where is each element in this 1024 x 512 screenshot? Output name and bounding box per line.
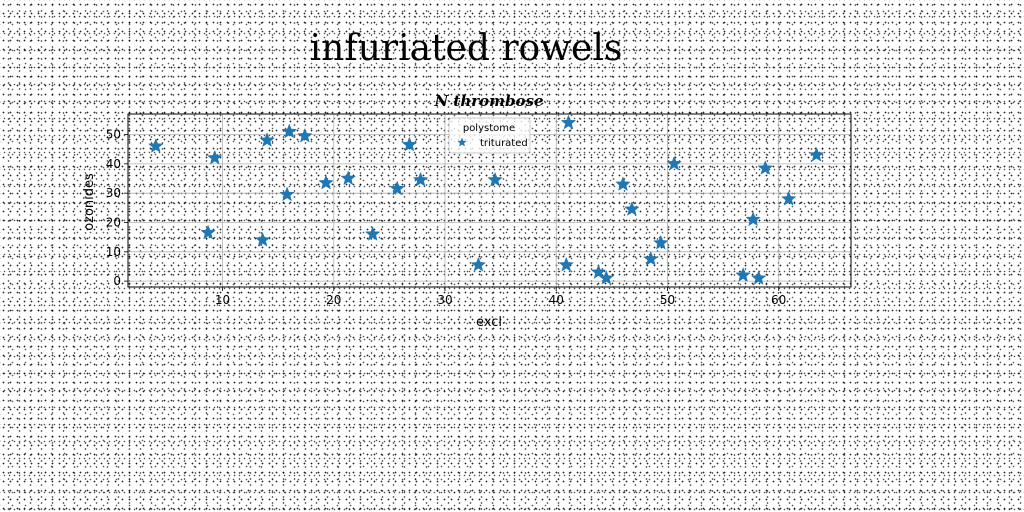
legend-star-icon	[457, 137, 467, 147]
x-tick-label: 50	[660, 293, 675, 307]
data-point-star	[560, 114, 577, 130]
data-point-star	[642, 250, 659, 266]
x-tick-label: 60	[771, 293, 786, 307]
data-point-star	[780, 190, 797, 206]
data-point-star	[666, 155, 682, 171]
data-point-star	[281, 123, 298, 139]
grid-lines	[128, 114, 851, 287]
x-tick-label: 30	[437, 293, 452, 307]
legend-marker-star-icon	[457, 137, 467, 147]
data-point-star	[279, 186, 295, 202]
x-tick-label: 10	[215, 293, 230, 307]
data-point-star	[750, 270, 767, 285]
data-point-star	[200, 224, 216, 240]
y-axis: 0 10 20 30 40 50	[106, 128, 128, 288]
y-tick-label: 20	[106, 215, 121, 229]
data-point-star	[318, 174, 334, 190]
data-point-star	[254, 231, 271, 247]
y-axis-label: ozonides	[82, 173, 97, 231]
legend: polystome triturated	[448, 117, 531, 154]
chart-title: N thrombose	[433, 92, 543, 110]
data-point-star	[558, 256, 575, 272]
data-point-star	[470, 256, 487, 272]
x-tick-label: 40	[549, 293, 564, 307]
data-points	[148, 114, 825, 285]
data-point-star	[624, 201, 640, 216]
data-point-star	[389, 180, 405, 196]
data-point-star	[148, 138, 164, 153]
data-point-star	[340, 170, 357, 186]
plot-area	[127, 113, 852, 288]
data-point-star	[206, 149, 223, 165]
y-tick-label: 0	[113, 274, 121, 288]
x-tick-label: 20	[326, 293, 341, 307]
data-point-star	[745, 211, 761, 227]
data-point-star	[735, 267, 751, 282]
data-point-star	[598, 270, 615, 285]
data-point-star	[364, 226, 381, 241]
x-axis: 10 20 30 40 50 60	[215, 287, 786, 307]
y-tick-label: 30	[106, 186, 121, 200]
data-point-star	[487, 171, 503, 187]
data-point-star	[297, 127, 313, 143]
figure-title: infuriated rowels	[310, 28, 623, 69]
data-point-star	[808, 146, 825, 162]
legend-box	[448, 117, 531, 154]
y-tick-label: 50	[106, 128, 121, 142]
legend-title: polystome	[463, 123, 515, 134]
x-axis-label: excl	[476, 315, 502, 330]
y-tick-label: 40	[106, 157, 121, 171]
data-point-star	[401, 136, 418, 152]
data-point-star	[259, 132, 275, 148]
y-tick-label: 10	[106, 245, 121, 259]
data-point-star	[412, 171, 429, 187]
data-point-star	[615, 176, 631, 192]
data-point-star	[590, 264, 607, 279]
legend-label: triturated	[480, 138, 528, 149]
data-point-star	[757, 160, 774, 175]
data-point-star	[652, 234, 669, 250]
